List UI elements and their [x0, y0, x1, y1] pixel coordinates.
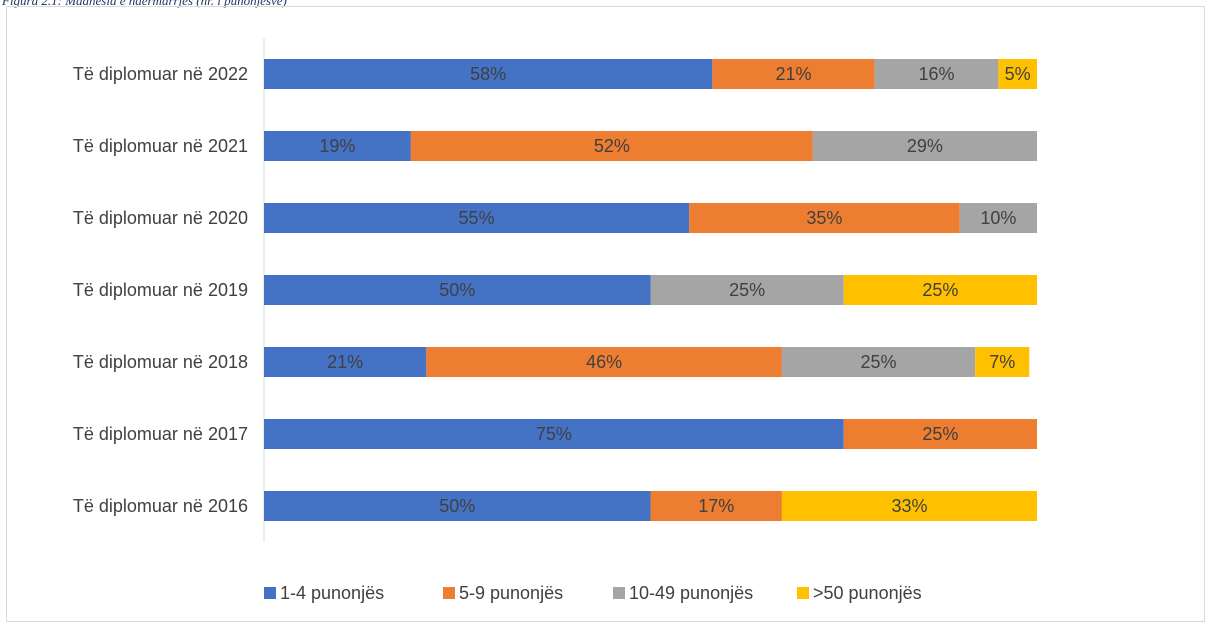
- bar-segment: [650, 275, 844, 305]
- legend-swatch: [264, 587, 276, 599]
- bar-segment: [264, 491, 651, 521]
- data-label: 50%: [439, 280, 475, 300]
- category-label: Të diplomuar në 2017: [73, 424, 248, 444]
- data-label: 75%: [536, 424, 572, 444]
- bar-segment: [781, 347, 976, 377]
- legend-swatch: [797, 587, 809, 599]
- legend: 1-4 punonjës 5-9 punonjës 10-49 punonjës >5…: [264, 583, 922, 603]
- category-label: Të diplomuar në 2016: [73, 496, 248, 516]
- bar-segment: [812, 131, 1037, 161]
- bar-segment: [410, 131, 813, 161]
- data-label: 25%: [729, 280, 765, 300]
- legend-label: 1-4 punonjës: [280, 583, 384, 603]
- data-label: 19%: [319, 136, 355, 156]
- legend-label: 5-9 punonjës: [459, 583, 563, 603]
- data-label: 25%: [922, 280, 958, 300]
- category-labels-group: Të diplomuar në 2022 Të diplomuar në 2021…: [73, 64, 248, 516]
- category-label: Të diplomuar në 2021: [73, 136, 248, 156]
- bar-segment: [874, 59, 999, 89]
- category-label: Të diplomuar në 2019: [73, 280, 248, 300]
- data-label: 58%: [470, 64, 506, 84]
- data-label: 21%: [775, 64, 811, 84]
- data-label: 52%: [594, 136, 630, 156]
- bar-segment: [843, 275, 1037, 305]
- bar-segment: [781, 491, 1037, 521]
- data-label: 50%: [439, 496, 475, 516]
- bar-segment: [998, 59, 1037, 89]
- bar-segment: [843, 419, 1037, 449]
- category-label: Të diplomuar në 2018: [73, 352, 248, 372]
- bar-segment: [712, 59, 875, 89]
- bar-segment: [264, 275, 651, 305]
- data-label: 21%: [327, 352, 363, 372]
- data-label: 46%: [586, 352, 622, 372]
- legend-swatch: [443, 587, 455, 599]
- category-label: Të diplomuar në 2022: [73, 64, 248, 84]
- data-label: 5%: [1005, 64, 1031, 84]
- bar-segment: [959, 203, 1037, 233]
- bar-segment: [264, 203, 690, 233]
- data-label: 35%: [806, 208, 842, 228]
- bar-segment: [426, 347, 782, 377]
- bar-segment: [650, 491, 782, 521]
- data-label: 17%: [698, 496, 734, 516]
- bar-segment: [264, 59, 713, 89]
- legend-swatch: [613, 587, 625, 599]
- bar-segment: [689, 203, 960, 233]
- data-label: 25%: [922, 424, 958, 444]
- data-label: 16%: [918, 64, 954, 84]
- bar-segment: [264, 419, 844, 449]
- bars-group: 58% 21% 16% 5% 19% 52% 29% 55% 35% 10% 50% 25% 25% 21…: [264, 59, 1037, 521]
- legend-label: 10-49 punonjës: [629, 583, 753, 603]
- data-label: 25%: [861, 352, 897, 372]
- data-label: 55%: [459, 208, 495, 228]
- bar-segment: [264, 131, 411, 161]
- data-label: 33%: [891, 496, 927, 516]
- chart-frame: [6, 6, 1205, 622]
- data-label: 7%: [989, 352, 1015, 372]
- bar-segment: [975, 347, 1030, 377]
- category-label: Të diplomuar në 2020: [73, 208, 248, 228]
- data-label: 29%: [907, 136, 943, 156]
- legend-label: >50 punonjës: [813, 583, 922, 603]
- figure-caption: Figura 2.1: Madhësia e ndërmarrjes (nr. …: [2, 0, 287, 8]
- bar-segment: [264, 347, 427, 377]
- data-label: 10%: [980, 208, 1016, 228]
